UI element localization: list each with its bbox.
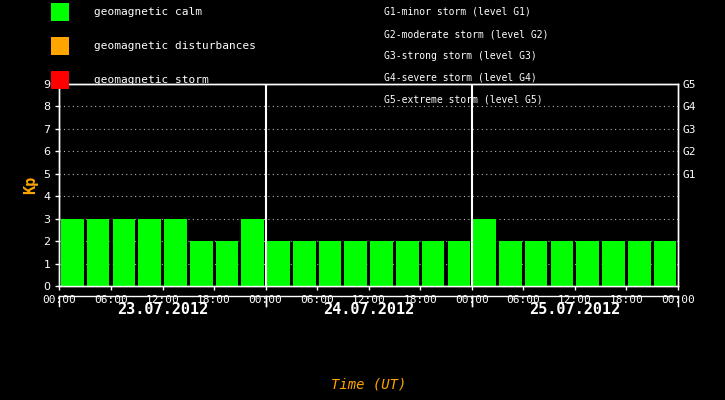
Bar (344, 241, 367, 286)
Text: 23.07.2012: 23.07.2012 (117, 302, 208, 317)
Y-axis label: Kp: Kp (22, 176, 38, 194)
Text: geomagnetic calm: geomagnetic calm (94, 7, 202, 17)
Bar (499, 241, 522, 286)
Text: G1-minor storm (level G1): G1-minor storm (level G1) (384, 7, 531, 17)
Bar (267, 241, 290, 286)
Bar (190, 241, 212, 286)
Bar (61, 219, 83, 286)
Text: geomagnetic disturbances: geomagnetic disturbances (94, 41, 256, 51)
Bar (550, 241, 573, 286)
Bar (293, 241, 315, 286)
Text: G3-strong storm (level G3): G3-strong storm (level G3) (384, 51, 537, 61)
Bar (628, 241, 650, 286)
Bar (112, 219, 135, 286)
Text: G4-severe storm (level G4): G4-severe storm (level G4) (384, 73, 537, 83)
Text: 24.07.2012: 24.07.2012 (323, 302, 414, 317)
Bar (525, 241, 547, 286)
Bar (447, 241, 471, 286)
Bar (370, 241, 393, 286)
Text: G5-extreme storm (level G5): G5-extreme storm (level G5) (384, 95, 543, 105)
Bar (396, 241, 418, 286)
Bar (422, 241, 444, 286)
Bar (319, 241, 341, 286)
Text: G2-moderate storm (level G2): G2-moderate storm (level G2) (384, 29, 549, 39)
Text: Time (UT): Time (UT) (331, 378, 406, 392)
Bar (654, 241, 676, 286)
Bar (87, 219, 109, 286)
Text: geomagnetic storm: geomagnetic storm (94, 75, 209, 85)
Bar (164, 219, 187, 286)
Bar (215, 241, 239, 286)
Bar (138, 219, 161, 286)
Bar (602, 241, 625, 286)
Bar (473, 219, 496, 286)
Text: 25.07.2012: 25.07.2012 (529, 302, 621, 317)
Bar (576, 241, 599, 286)
Bar (241, 219, 264, 286)
